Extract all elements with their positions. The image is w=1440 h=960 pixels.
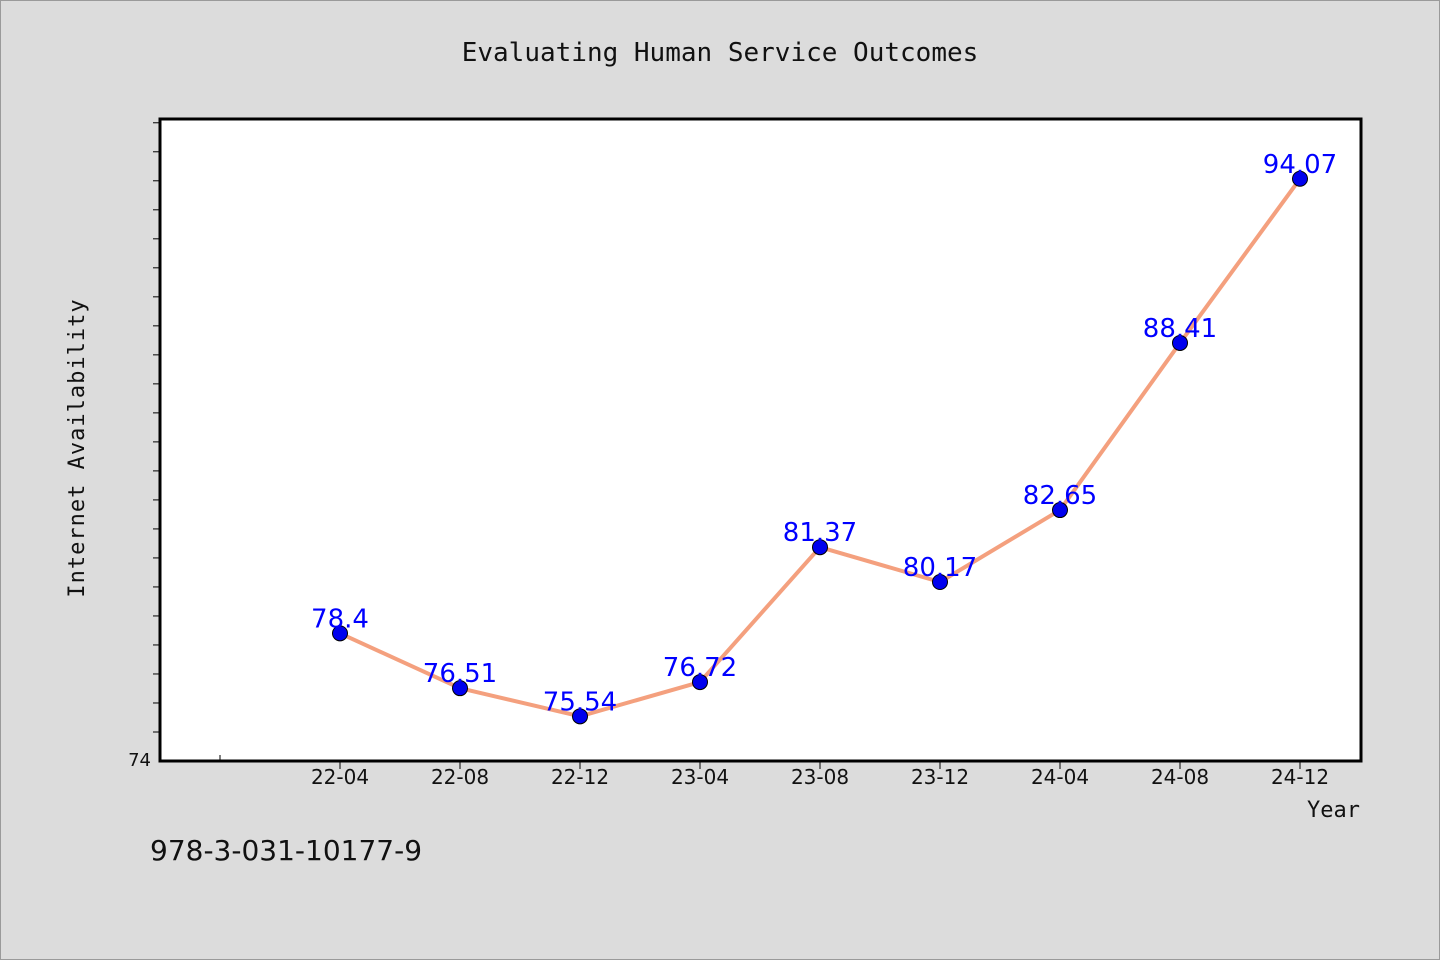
- chart-title: Evaluating Human Service Outcomes: [462, 38, 979, 68]
- x-tick-label: 22-04: [311, 765, 369, 789]
- data-point: [1052, 502, 1068, 519]
- y-axis-ticks: [153, 122, 160, 733]
- data-label: 94.07: [1263, 150, 1337, 180]
- data-point: [332, 625, 348, 642]
- x-tick-label: 23-08: [791, 765, 849, 789]
- data-point: [1292, 170, 1308, 187]
- data-point: [1172, 334, 1188, 351]
- x-tick-label: 24-12: [1271, 765, 1329, 789]
- x-tick-label: 22-12: [551, 765, 609, 789]
- series-layer: 78.4 76.51 75.54 76.72 81.37 80.17 82.65 88.41 9…: [311, 150, 1337, 725]
- data-label: 75.54: [543, 687, 617, 717]
- x-tick-label: 23-04: [671, 765, 729, 789]
- x-tick-label: 24-08: [1151, 765, 1209, 789]
- data-label: 76.51: [423, 659, 497, 689]
- isbn-footer: 978-3-031-10177-9: [150, 834, 423, 867]
- data-label: 80.17: [903, 553, 977, 583]
- plot-area: [158, 117, 1363, 763]
- data-point: [932, 574, 948, 591]
- x-tick-label: 24-04: [1031, 765, 1089, 789]
- y-tick-label-74: 74: [128, 750, 151, 771]
- data-point: [572, 708, 588, 725]
- x-axis-ticks: 22-04 22-08 22-12 23-04 23-08 23-12 24-04 24-08…: [219, 755, 1329, 789]
- data-point: [452, 680, 468, 697]
- data-label: 81.37: [783, 518, 857, 548]
- data-label: 82.65: [1023, 481, 1097, 511]
- data-label: 88.41: [1143, 314, 1217, 344]
- y-axis-label: Internet Availability: [65, 298, 90, 597]
- x-axis-label: Year: [1307, 798, 1360, 823]
- x-tick-label: 22-08: [431, 765, 489, 789]
- data-label: 78.4: [311, 604, 369, 634]
- data-point: [812, 539, 828, 556]
- x-tick-label: 23-12: [911, 765, 969, 789]
- data-label: 76.72: [663, 653, 737, 683]
- data-point: [692, 674, 708, 691]
